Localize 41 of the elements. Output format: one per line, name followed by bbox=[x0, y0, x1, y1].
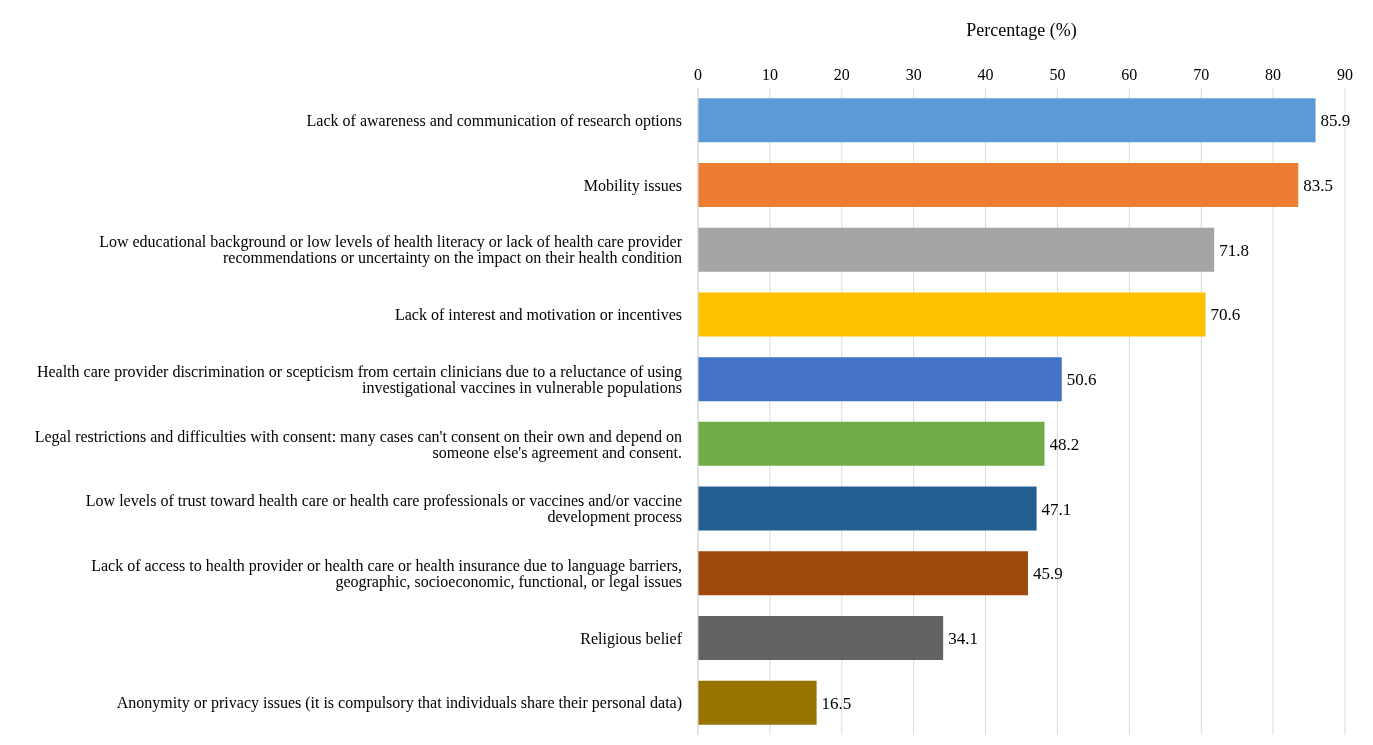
data-label: 47.1 bbox=[1041, 499, 1072, 519]
data-label: 50.6 bbox=[1066, 370, 1097, 390]
y-tick-label: Health care provider discrimination or scepticism from certain clinicians due to a reluctance of using investigational vaccines in vulnerable populations bbox=[36, 362, 682, 397]
data-label: 83.5 bbox=[1303, 176, 1334, 196]
x-tick-label: 0 bbox=[694, 66, 702, 83]
y-tick-label: Lack of interest and motivation or incentives bbox=[394, 306, 682, 324]
x-tick-label: 40 bbox=[977, 66, 994, 83]
data-label: 85.9 bbox=[1320, 111, 1351, 131]
x-tick-label: 20 bbox=[833, 66, 850, 83]
data-label: 70.6 bbox=[1210, 305, 1241, 325]
y-tick-label: Low educational background or low levels of health literacy or lack of health care provider recommendations or uncertainty on the impact on their health condition bbox=[99, 233, 683, 268]
y-tick-label: Lack of awareness and communication of research options bbox=[306, 112, 682, 131]
bar bbox=[698, 357, 1062, 402]
bar bbox=[698, 421, 1045, 466]
x-tick-label: 30 bbox=[905, 66, 922, 83]
x-axis-title: Percentage (%) bbox=[966, 19, 1077, 41]
y-tick-label: Anonymity or privacy issues (it is compulsory that individuals share their personal data) bbox=[116, 694, 682, 713]
x-tick-label: 80 bbox=[1265, 66, 1282, 83]
x-tick-label: 70 bbox=[1193, 66, 1210, 83]
x-tick-label: 10 bbox=[761, 66, 778, 83]
bar bbox=[698, 615, 944, 660]
y-tick-label: Legal restrictions and difficulties with consent: many cases can't consent on their own and depend on someone else's agreement and consent. bbox=[34, 427, 682, 462]
x-tick-label: 60 bbox=[1121, 66, 1138, 83]
y-tick-label: Low levels of trust toward health care or health care professionals or vaccines and/or vaccine development process bbox=[85, 492, 682, 527]
y-tick-label: Lack of access to health provider or health care or health insurance due to language barriers, geographic, socioeconomic, functional, or legal issues bbox=[91, 556, 682, 591]
data-label: 16.5 bbox=[821, 693, 852, 713]
x-tick-label: 50 bbox=[1049, 66, 1066, 83]
y-tick-label: Mobility issues bbox=[583, 176, 682, 195]
bar bbox=[698, 98, 1316, 143]
data-label: 34.1 bbox=[948, 628, 978, 648]
bar bbox=[698, 227, 1215, 272]
data-label: 71.8 bbox=[1219, 240, 1249, 260]
bar bbox=[698, 680, 817, 725]
data-label: 48.2 bbox=[1049, 434, 1080, 454]
bar bbox=[698, 163, 1299, 208]
x-tick-label: 90 bbox=[1337, 66, 1353, 83]
bar bbox=[698, 292, 1206, 337]
bar bbox=[698, 486, 1037, 531]
data-label: 45.9 bbox=[1032, 564, 1063, 584]
bar bbox=[698, 551, 1028, 596]
y-tick-label: Religious belief bbox=[580, 629, 683, 648]
